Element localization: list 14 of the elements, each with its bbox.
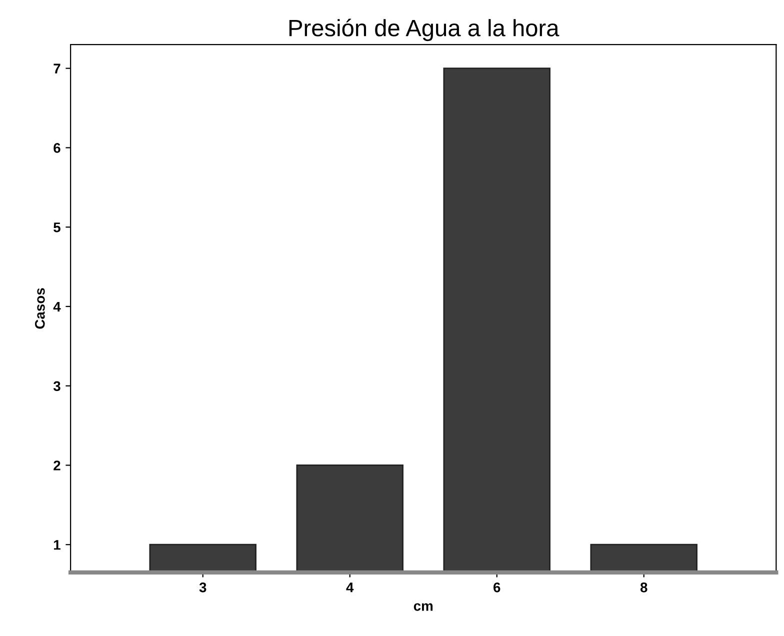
y-axis-title: Casos — [34, 288, 45, 329]
y-tick-label: 4 — [53, 302, 61, 312]
x-axis-title: cm — [414, 603, 433, 611]
chart-title: Presión de Agua a la hora — [289, 18, 560, 42]
x-tick-label: 8 — [640, 582, 648, 592]
x-tick-label: 3 — [199, 582, 206, 592]
y-tick-label: 1 — [54, 540, 60, 550]
y-tick-label: 5 — [54, 222, 60, 232]
y-tick-label: 3 — [53, 381, 60, 392]
y-tick-label: 6 — [54, 143, 60, 153]
x-tick-label: 6 — [494, 582, 500, 592]
x-tick-label: 4 — [346, 582, 354, 592]
y-tick-label: 2 — [54, 460, 60, 470]
y-tick-label: 7 — [54, 64, 60, 74]
